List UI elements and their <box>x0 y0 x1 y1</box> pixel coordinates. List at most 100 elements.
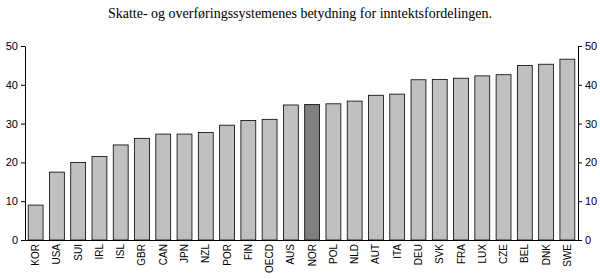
tick: POL <box>328 240 339 264</box>
tick-label: 20 <box>6 156 18 168</box>
tick-label: NZL <box>200 244 211 263</box>
tick-mark <box>21 162 25 163</box>
tick: DEU <box>413 240 424 265</box>
bar <box>177 134 192 240</box>
tick-mark <box>578 201 582 202</box>
bar <box>220 125 235 240</box>
tick: 0 <box>12 234 25 246</box>
tick-label: FIN <box>243 244 254 260</box>
bar <box>432 79 447 240</box>
y-axis-right: 0 10 20 30 40 50 <box>578 40 597 246</box>
tick: 0 <box>578 234 591 246</box>
chart: Skatte- og overføringssystemenes betydni… <box>0 0 600 279</box>
tick-label: NLD <box>349 244 360 264</box>
tick-label: DNK <box>541 244 552 265</box>
tick: DNK <box>541 240 552 265</box>
tick-label: AUS <box>285 244 296 265</box>
tick-label: BEL <box>519 244 530 263</box>
bar <box>517 65 532 240</box>
tick: NZL <box>200 240 211 263</box>
axis-line <box>26 240 579 241</box>
tick: 40 <box>578 79 597 91</box>
tick: FIN <box>243 240 254 260</box>
tick: OECD <box>264 240 275 273</box>
bar <box>390 94 405 240</box>
tick-label: 40 <box>6 79 18 91</box>
bar <box>305 105 320 240</box>
tick-mark <box>578 124 582 125</box>
tick: JPN <box>179 240 190 263</box>
tick: NOR <box>307 240 318 266</box>
bar <box>283 105 298 240</box>
tick-label: GBR <box>136 244 147 266</box>
tick: IRL <box>94 240 105 260</box>
bar <box>241 120 256 240</box>
bar <box>113 145 128 240</box>
tick-label: SUI <box>73 244 84 261</box>
tick-label: POR <box>222 244 233 266</box>
tick: 10 <box>6 195 25 207</box>
tick: 50 <box>578 40 597 52</box>
bar <box>539 64 554 240</box>
axis-line <box>578 47 579 241</box>
tick: ISL <box>115 240 126 259</box>
tick: 10 <box>578 195 597 207</box>
tick-label: AUT <box>370 244 381 264</box>
tick: CAN <box>158 240 169 265</box>
bar <box>71 162 86 240</box>
tick: LUX <box>477 240 488 263</box>
tick: 50 <box>6 40 25 52</box>
bar <box>156 134 171 240</box>
tick: AUT <box>370 240 381 264</box>
tick-label: 0 <box>12 234 18 246</box>
bar <box>28 205 43 240</box>
tick-label: 50 <box>585 40 597 52</box>
tick: KOR <box>30 240 41 266</box>
tick-mark <box>578 85 582 86</box>
tick-label: 30 <box>585 118 597 130</box>
tick-label: NOR <box>307 244 318 266</box>
tick-label: 10 <box>585 195 597 207</box>
tick-mark <box>578 46 582 47</box>
tick-label: CZE <box>498 244 509 264</box>
bars <box>28 59 575 240</box>
tick: GBR <box>136 240 147 266</box>
tick: BEL <box>519 240 530 263</box>
tick: SUI <box>73 240 84 261</box>
tick: CZE <box>498 240 509 264</box>
axis-line <box>25 47 26 241</box>
x-axis: KOR USA SUI IRL ISL GBR CAN JPN NZL POR FIN OECD AUS… <box>26 240 579 273</box>
tick-label: 10 <box>6 195 18 207</box>
tick: 40 <box>6 79 25 91</box>
tick: POR <box>222 240 233 266</box>
tick-label: USA <box>51 244 62 265</box>
bar <box>411 80 426 240</box>
tick: SWE <box>562 240 573 267</box>
tick: 20 <box>6 156 25 168</box>
tick-mark <box>21 46 25 47</box>
bar <box>49 172 64 240</box>
tick: USA <box>51 240 62 265</box>
tick-label: KOR <box>30 244 41 266</box>
tick: 20 <box>578 156 597 168</box>
tick: 30 <box>578 118 597 130</box>
tick: FRA <box>456 240 467 264</box>
tick-label: FRA <box>456 244 467 264</box>
y-axis: 01020304050 <box>6 40 26 246</box>
bar <box>326 104 341 240</box>
tick-label: 50 <box>6 40 18 52</box>
tick-label: 40 <box>585 79 597 91</box>
bar <box>454 78 469 240</box>
bar <box>368 95 383 240</box>
tick-label: SWE <box>562 244 573 267</box>
tick-label: SVK <box>434 244 445 264</box>
tick: NLD <box>349 240 360 264</box>
bar <box>135 138 150 240</box>
tick-label: DEU <box>413 244 424 265</box>
tick: AUS <box>285 240 296 265</box>
tick: SVK <box>434 240 445 264</box>
tick-label: OECD <box>264 244 275 273</box>
bar <box>560 59 575 240</box>
tick-label: POL <box>328 244 339 264</box>
plot: 0102030405001020304050KORUSASUIIRLISLGBR… <box>6 40 598 273</box>
